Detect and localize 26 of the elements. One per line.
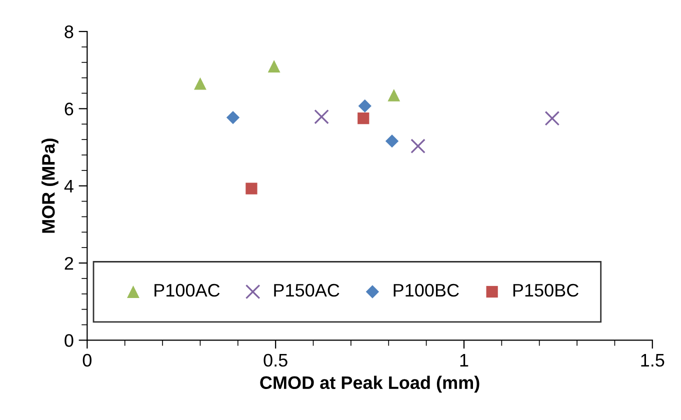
legend-label: P100BC — [394, 284, 459, 297]
point — [226, 110, 240, 124]
point — [314, 109, 329, 124]
point — [410, 138, 426, 154]
y-tick-label: 4 — [64, 180, 74, 192]
legend-label: P100AC — [154, 284, 220, 297]
y-tick-label: 2 — [64, 256, 74, 270]
point — [246, 182, 258, 194]
x-tick-label: 1.5 — [641, 354, 664, 367]
x-tick-label: 1 — [460, 354, 468, 366]
legend-label: P150AC — [274, 284, 340, 297]
legend-label: P150BC — [513, 284, 578, 297]
point — [385, 134, 399, 148]
y-axis-title: MOR (MPa) — [42, 138, 58, 233]
point — [358, 99, 372, 113]
point — [194, 77, 206, 90]
y-tick-label: 8 — [64, 25, 74, 38]
x-axis-title: CMOD at Peak Load (mm) — [260, 376, 480, 393]
x-tick-label: 0.5 — [264, 354, 288, 367]
y-tick-label: 6 — [64, 102, 74, 116]
point — [358, 112, 370, 124]
x-tick-label: 0 — [82, 354, 92, 367]
point — [268, 60, 280, 72]
point — [388, 88, 400, 102]
point — [544, 110, 560, 126]
y-tick-label: 0 — [64, 334, 74, 347]
